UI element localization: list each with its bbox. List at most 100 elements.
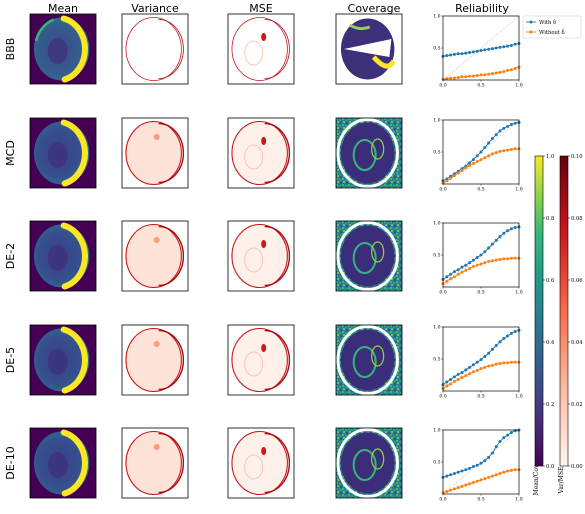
data-point-without-delta <box>471 480 475 484</box>
x-tick-label: 1.0 <box>515 187 522 193</box>
reliability-plot-de-2: 0.0 0.5 1.0 0.5 1.0 <box>433 221 523 296</box>
data-point-without-delta <box>506 361 510 365</box>
data-point-with-delta <box>483 354 487 358</box>
data-point-with-delta <box>502 231 506 235</box>
y-tick-label: 0.5 <box>433 150 440 156</box>
row-label-mcd: MCD <box>4 140 17 166</box>
data-point-with-delta <box>506 334 510 338</box>
data-point-without-delta <box>475 479 479 483</box>
data-point-without-delta <box>460 270 464 274</box>
data-point-without-delta <box>456 272 460 276</box>
x-tick-label: 0.0 <box>439 394 446 400</box>
data-point-with-delta <box>479 253 483 257</box>
data-point-with-delta <box>502 436 506 440</box>
data-point-without-delta <box>502 257 506 261</box>
data-point-without-delta <box>498 472 502 476</box>
image-panel-de-2-coverage <box>335 220 403 292</box>
reliability-plot-de-10: 0.0 0.5 1.0 0.5 1.0 <box>433 428 523 503</box>
data-point-without-delta <box>479 367 483 371</box>
data-point-without-delta <box>513 147 517 151</box>
data-point-with-delta <box>475 49 479 53</box>
data-point-with-delta <box>452 472 456 476</box>
data-point-without-delta <box>479 73 483 77</box>
x-tick-label: 0.0 <box>439 290 446 296</box>
data-point-without-delta <box>475 263 479 267</box>
data-point-with-delta <box>475 360 479 364</box>
data-point-without-delta <box>445 77 449 81</box>
colorbar-mean-cov: 0.0 0.2 0.4 0.6 0.8 1.0 Mean/Cov <box>533 154 555 496</box>
data-point-with-delta <box>509 331 513 335</box>
data-point-without-delta <box>509 68 513 72</box>
x-tick-label: 0.0 <box>439 187 446 193</box>
data-point-without-delta <box>464 268 468 272</box>
data-point-with-delta <box>498 45 502 49</box>
x-tick-label: 0.5 <box>477 83 484 89</box>
data-point-with-delta <box>452 375 456 379</box>
image-panel-de-5-coverage <box>335 324 403 396</box>
data-point-with-delta <box>464 263 468 267</box>
data-point-without-delta <box>490 259 494 263</box>
data-point-with-delta <box>494 133 498 137</box>
data-point-with-delta <box>513 429 517 433</box>
image-panel-mcd-mse <box>227 117 295 189</box>
data-point-with-delta <box>471 258 475 262</box>
colorbar-tick-label: 0.10 <box>571 154 583 160</box>
image-panel-de-5-mse <box>227 324 295 396</box>
data-point-without-delta <box>452 275 456 279</box>
data-point-with-delta <box>498 234 502 238</box>
image-panel-de-10-coverage <box>335 427 403 499</box>
data-point-with-delta <box>468 161 472 165</box>
data-point-with-delta <box>479 49 483 53</box>
data-point-with-delta <box>456 268 460 272</box>
data-point-with-delta <box>506 433 510 437</box>
data-point-with-delta <box>509 227 513 231</box>
image-panel-bbb-variance <box>121 13 189 85</box>
data-point-without-delta <box>513 360 517 364</box>
ideal-diagonal <box>442 119 520 185</box>
data-point-with-delta <box>460 370 464 374</box>
data-point-with-delta <box>490 347 494 351</box>
data-point-without-delta <box>452 174 456 178</box>
data-point-without-delta <box>471 370 475 374</box>
data-point-with-delta <box>445 275 449 279</box>
data-point-without-delta <box>468 372 472 376</box>
data-point-with-delta <box>475 256 479 260</box>
data-point-without-delta <box>445 279 449 283</box>
data-point-without-delta <box>506 257 510 261</box>
colorbar-label-mean-cov: Mean/Cov <box>533 464 540 495</box>
data-point-without-delta <box>452 76 456 80</box>
data-point-without-delta <box>509 147 513 151</box>
ideal-diagonal <box>442 15 520 81</box>
data-point-with-delta <box>513 225 517 229</box>
data-point-with-delta <box>471 50 475 54</box>
data-point-with-delta <box>506 229 510 233</box>
data-point-with-delta <box>494 238 498 242</box>
data-point-with-delta <box>460 52 464 56</box>
colorbar-var-mse: 0.00 0.02 0.04 0.06 0.08 0.10 Var/MSE <box>558 154 583 495</box>
data-point-with-delta <box>464 368 468 372</box>
data-point-without-delta <box>471 74 475 78</box>
data-point-without-delta <box>456 486 460 490</box>
colorbar-label-var-mse: Var/MSE <box>558 467 565 495</box>
colorbar-tick-label: 0.00 <box>571 464 583 470</box>
column-header-coverage: Coverage <box>348 2 401 15</box>
image-panel-de-10-mse <box>227 427 295 499</box>
data-point-with-delta <box>468 466 472 470</box>
data-point-with-delta <box>483 146 487 150</box>
data-point-with-delta <box>490 47 494 51</box>
image-panel-bbb-mse <box>227 13 295 85</box>
data-point-without-delta <box>483 261 487 265</box>
x-tick-label: 0.5 <box>477 497 484 503</box>
data-point-without-delta <box>456 75 460 79</box>
data-point-without-delta <box>471 265 475 269</box>
data-point-with-delta <box>475 463 479 467</box>
data-point-without-delta <box>452 379 456 383</box>
colorbar-tick-label: 0.04 <box>571 340 583 346</box>
data-point-without-delta <box>494 258 498 262</box>
data-point-without-delta <box>445 489 449 493</box>
image-panel-mcd-coverage <box>335 117 403 189</box>
data-point-without-delta <box>490 152 494 156</box>
data-point-with-delta <box>498 440 502 444</box>
data-point-with-delta <box>460 469 464 473</box>
x-tick-label: 0.0 <box>439 497 446 503</box>
